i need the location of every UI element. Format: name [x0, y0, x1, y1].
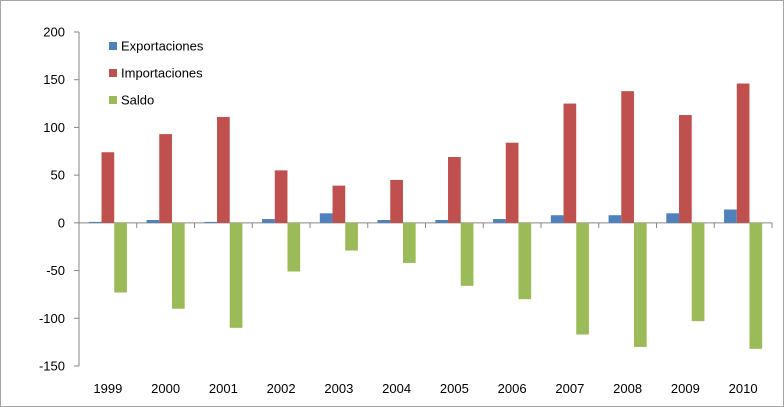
y-tick-label: 0 — [58, 215, 65, 230]
x-tick-label: 2004 — [382, 381, 411, 396]
x-tick-label: 2000 — [151, 381, 180, 396]
bar-saldo-2001 — [229, 222, 243, 328]
bar-saldo-2002 — [287, 222, 301, 272]
y-tick-label: 150 — [43, 72, 65, 87]
bar-exportaciones-2010 — [724, 209, 737, 223]
bar-saldo-2010 — [749, 222, 763, 349]
bar-importaciones-2009 — [679, 115, 692, 223]
bar-importaciones-1999 — [101, 152, 115, 223]
legend-label-saldo: Saldo — [121, 93, 154, 108]
bar-importaciones-2001 — [217, 116, 230, 223]
x-tick-label: 2006 — [498, 381, 527, 396]
bar-importaciones-2004 — [390, 179, 403, 223]
bar-exportaciones-2005 — [435, 219, 449, 223]
bar-saldo-1999 — [114, 222, 127, 293]
legend: Exportaciones Importaciones Saldo — [109, 39, 204, 108]
bar-exportaciones-2009 — [666, 213, 680, 223]
y-tick-label: 200 — [43, 25, 65, 40]
bar-importaciones-2008 — [621, 91, 634, 223]
bars — [88, 83, 763, 349]
bar-exportaciones-2002 — [262, 219, 275, 223]
bar-saldo-2004 — [402, 222, 416, 263]
axes: 200 150 100 50 0 -50 -100 -150 1999 2000 2001 2002 2… — [39, 25, 773, 396]
bar-importaciones-2007 — [563, 103, 577, 223]
x-tick-label: 2002 — [267, 381, 296, 396]
legend-swatch-saldo — [109, 96, 117, 104]
bar-exportaciones-2004 — [377, 219, 391, 223]
y-tick-label: -100 — [39, 311, 65, 326]
bar-exportaciones-2006 — [493, 219, 506, 223]
x-tick-label: 2005 — [440, 381, 469, 396]
legend-swatch-importaciones — [109, 69, 117, 77]
bar-saldo-2006 — [518, 222, 532, 300]
legend-swatch-exportaciones — [109, 42, 117, 50]
bar-exportaciones-1999 — [88, 221, 102, 223]
bar-exportaciones-2008 — [608, 215, 622, 223]
bar-importaciones-2000 — [159, 134, 172, 223]
bar-exportaciones-2000 — [146, 219, 160, 223]
y-tick-label: -50 — [46, 263, 65, 278]
bar-exportaciones-2001 — [204, 221, 218, 223]
x-tick-label: 2007 — [555, 381, 584, 396]
legend-label-importaciones: Importaciones — [121, 66, 203, 81]
bar-saldo-2000 — [171, 222, 185, 309]
x-tick-label: 2009 — [671, 381, 700, 396]
bar-saldo-2009 — [691, 222, 705, 322]
y-tick-label: 50 — [51, 168, 65, 183]
legend-label-exportaciones: Exportaciones — [121, 39, 204, 54]
bar-exportaciones-2007 — [550, 215, 564, 223]
x-tick-label: 2001 — [209, 381, 238, 396]
bar-importaciones-2005 — [448, 157, 461, 223]
bar-importaciones-2002 — [274, 170, 288, 223]
x-tick-label: 2003 — [324, 381, 353, 396]
y-tick-label: 100 — [43, 120, 65, 135]
bar-importaciones-2006 — [505, 142, 519, 223]
bar-importaciones-2003 — [332, 185, 346, 223]
bar-saldo-2008 — [633, 222, 647, 347]
bar-saldo-2003 — [345, 222, 358, 251]
bar-importaciones-2010 — [736, 83, 750, 223]
bar-saldo-2007 — [576, 222, 589, 335]
bar-exportaciones-2003 — [319, 213, 333, 223]
x-tick-label: 2008 — [613, 381, 642, 396]
x-tick-label: 1999 — [93, 381, 122, 396]
x-tick-label: 2010 — [729, 381, 758, 396]
y-tick-label: -150 — [39, 359, 65, 374]
bar-saldo-2005 — [460, 222, 474, 286]
